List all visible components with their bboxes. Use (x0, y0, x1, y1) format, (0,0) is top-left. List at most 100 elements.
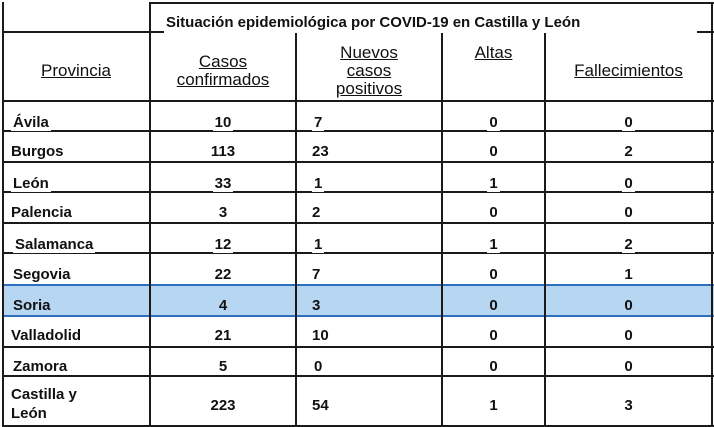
table-row-total-casos: 223 (150, 390, 296, 420)
table-row-leon-fallecimientos: 0 (545, 170, 712, 196)
cell-text: 21 (214, 326, 232, 344)
row-line-7 (2, 346, 714, 348)
table-row-valladolid-altas: 0 (442, 322, 545, 348)
table-row-valladolid-casos: 21 (150, 322, 296, 348)
cell-text: 1 (312, 174, 325, 192)
cell-text: 7 (312, 113, 325, 131)
table-row-leon-altas: 1 (442, 170, 545, 196)
left-border (2, 2, 4, 427)
table-title: Situación epidemiológica por COVID-19 en… (166, 14, 581, 31)
header-corner-line (2, 31, 164, 33)
cell-text: 5 (216, 357, 230, 375)
cell-text: Salamanca (13, 235, 96, 253)
table-row-salamanca-fallecimientos: 2 (545, 231, 712, 257)
cell-text: 4 (218, 296, 228, 314)
cell-text: 0 (487, 113, 500, 131)
table-row-palencia-provincia: Palencia (2, 199, 150, 225)
table-row-palencia-nuevos: 2 (296, 199, 442, 225)
total-label-line2: León (11, 405, 47, 422)
cell-text: 54 (312, 396, 329, 414)
cell-text: 113 (210, 142, 236, 160)
table-row-total-nuevos: 54 (296, 390, 442, 420)
table-row-soria-fallecimientos: 0 (545, 292, 712, 318)
header-nuevos-casos-positivos: Nuevos casos positivos (296, 44, 442, 98)
table-row-leon-casos: 33 (150, 170, 296, 196)
cell-text: 0 (489, 265, 498, 283)
fill-line-leon (2, 191, 714, 193)
table-row-zamora-altas: 0 (442, 353, 545, 379)
cell-text: 0 (624, 296, 633, 314)
cell-text: 0 (489, 296, 498, 314)
cell-text: 0 (489, 326, 498, 344)
highlight-border-bottom (2, 315, 714, 317)
table-row-burgos-provincia: Burgos (2, 138, 150, 164)
table-row-burgos-fallecimientos: 2 (545, 138, 712, 164)
cell-text: 1 (624, 265, 633, 283)
header-bottom-line (2, 100, 714, 102)
table-row-total-altas: 1 (442, 390, 545, 420)
right-border (711, 2, 713, 427)
table-row-palencia-casos: 3 (150, 199, 296, 225)
table-row-zamora-provincia: Zamora (2, 353, 150, 379)
cell-text: Burgos (11, 142, 64, 160)
cell-text: 0 (622, 357, 635, 375)
cell-text: 22 (214, 265, 232, 283)
col-line-3 (441, 33, 443, 427)
table-row-zamora-casos: 5 (150, 353, 296, 379)
title-right-stub (697, 31, 714, 33)
cell-text: 0 (487, 357, 500, 375)
table-row-soria-altas: 0 (442, 292, 545, 318)
table-row-avila-fallecimientos: 0 (545, 109, 712, 135)
table-row-segovia-altas: 0 (442, 261, 545, 287)
table-row-zamora-fallecimientos: 0 (545, 353, 712, 379)
cell-text: Soria (13, 296, 51, 314)
table-row-segovia-fallecimientos: 1 (545, 261, 712, 287)
cell-text: 0 (489, 203, 498, 221)
top-border (150, 2, 714, 4)
col-line-2 (295, 33, 297, 427)
cell-text: 0 (624, 326, 633, 344)
header-altas: Altas (474, 43, 513, 62)
cell-text: 23 (312, 142, 329, 160)
highlight-border-top (2, 284, 714, 286)
cell-text: 33 (212, 174, 234, 192)
cell-text: 0 (489, 142, 498, 160)
table-row-segovia-provincia: Segovia (2, 261, 150, 287)
header-nuevos-line1: Nuevos (340, 43, 398, 62)
header-provincia: Provincia (41, 61, 111, 80)
highlight-row-soria (2, 284, 714, 316)
table-row-segovia-casos: 22 (150, 261, 296, 287)
table-row-salamanca-casos: 12 (150, 231, 296, 257)
cell-text: 0 (622, 174, 635, 192)
table-row-burgos-nuevos: 23 (296, 138, 442, 164)
cell-text: 2 (622, 235, 635, 253)
cell-text: Palencia (11, 203, 72, 221)
row-line-2 (2, 161, 714, 163)
cell-text: 1 (489, 396, 498, 414)
cell-text: 3 (218, 203, 228, 221)
cell-text: 0 (622, 113, 635, 131)
cell-text: 10 (312, 326, 329, 344)
col-line-4 (544, 33, 546, 427)
cell-text: 2 (624, 142, 633, 160)
row-line-4 (2, 222, 714, 224)
cell-text: 1 (487, 174, 500, 192)
cell-text: 7 (312, 265, 321, 283)
table-row-burgos-altas: 0 (442, 138, 545, 164)
cell-text: 223 (210, 396, 236, 414)
table-row-burgos-casos: 113 (150, 138, 296, 164)
table-row-palencia-altas: 0 (442, 199, 545, 225)
cell-text: 0 (312, 357, 325, 375)
cell-text: 2 (312, 203, 321, 221)
table-row-avila-altas: 0 (442, 109, 545, 135)
cell-text: 1 (487, 235, 500, 253)
fill-line-zamora (2, 375, 714, 377)
cell-text: Valladolid (11, 326, 82, 344)
table-row-salamanca-nuevos: 1 (296, 231, 442, 257)
table-row-segovia-nuevos: 7 (296, 261, 442, 287)
cell-text: 3 (312, 296, 321, 314)
table-row-palencia-fallecimientos: 0 (545, 199, 712, 225)
table-row-soria-casos: 4 (150, 292, 296, 318)
cell-text: Zamora (11, 357, 70, 375)
table-row-avila-provincia: Ávila (2, 109, 150, 135)
